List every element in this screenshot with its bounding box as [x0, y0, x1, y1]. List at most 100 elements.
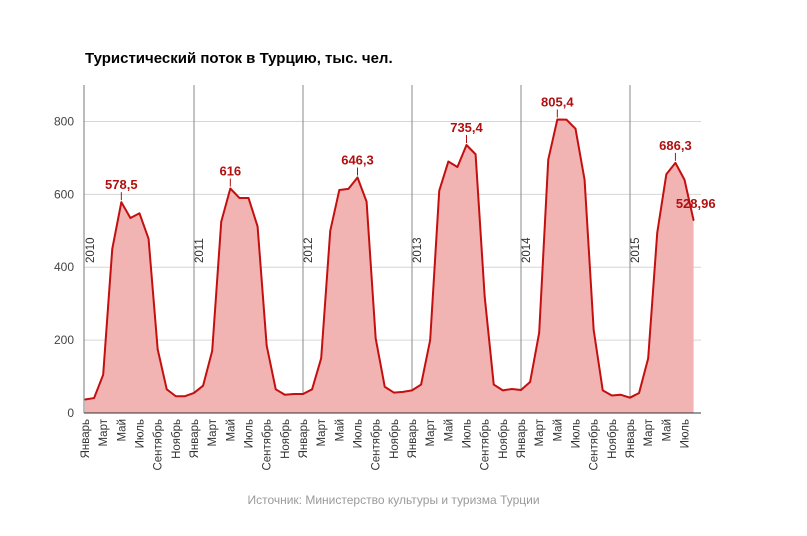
data-point [674, 162, 677, 164]
x-tick-label: Ноябрь [280, 419, 292, 459]
data-point [238, 197, 241, 199]
year-dividers [193, 85, 631, 413]
data-point [583, 178, 586, 181]
data-point [129, 217, 132, 219]
data-point [84, 398, 86, 401]
data-point [293, 393, 295, 395]
data-point [629, 396, 631, 399]
data-point [184, 395, 186, 398]
data-point [302, 393, 304, 395]
peak-annotations: 578,5 616 646,3 735,4 805,4 686,3 528,96 [105, 94, 716, 211]
year-label: 2014 [521, 237, 533, 263]
data-point [538, 332, 540, 334]
peak-value-label: 735,4 [450, 120, 483, 135]
data-point [93, 397, 95, 399]
data-point [247, 197, 250, 199]
data-point [483, 295, 486, 298]
data-point [492, 383, 495, 386]
data-point [356, 176, 359, 179]
x-tick-label: Май [661, 419, 673, 442]
x-tick-label: Март [207, 418, 219, 446]
year-label: 2015 [630, 237, 642, 263]
peak-value-label: 686,3 [659, 138, 692, 153]
peak-value-label: 616 [219, 164, 241, 179]
x-tick-label: Январь [80, 419, 92, 458]
chart-title: Туристический поток в Турцию, тыс. чел. [85, 50, 393, 67]
y-tick-label: 200 [54, 333, 74, 347]
data-point [284, 393, 286, 396]
x-tick-label: Июль [135, 419, 147, 448]
data-point [665, 173, 668, 176]
data-point [274, 388, 277, 391]
data-point [175, 395, 177, 398]
x-tick-label: Июль [353, 419, 365, 448]
x-tick-label: Январь [516, 419, 528, 458]
data-point [574, 127, 577, 130]
x-tick-label: Май [116, 419, 128, 442]
data-point [556, 118, 559, 121]
data-point [474, 153, 477, 156]
data-point [156, 348, 159, 351]
data-point [347, 188, 350, 190]
data-point [383, 385, 386, 388]
data-point [420, 383, 422, 386]
peak-value-label: 646,3 [341, 152, 374, 167]
data-point [111, 248, 114, 250]
x-tick-label: Март [534, 418, 546, 446]
year-label: 2012 [303, 237, 315, 263]
data-point [202, 384, 204, 387]
x-tick-label: Июль [571, 419, 583, 448]
source-note: Источник: Министерство культуры и туризм… [247, 493, 540, 507]
data-point [211, 350, 213, 352]
axes [83, 85, 701, 414]
x-tick-label: Май [225, 419, 237, 442]
year-labels: 2010 2011 2012 2013 2014 2015 [85, 237, 642, 263]
data-point [429, 339, 431, 341]
peak-value-label: 528,96 [676, 196, 716, 211]
data-point [338, 189, 341, 191]
data-point [611, 394, 613, 397]
data-point [311, 388, 313, 391]
year-label: 2011 [194, 238, 206, 263]
data-point [456, 166, 459, 168]
x-axis-ticks: Январь Март Май Июль Сентябрь Ноябрь Январь Мар… [80, 418, 692, 470]
x-tick-label: Сентябрь [480, 419, 492, 471]
x-tick-label: Сентябрь [262, 419, 274, 471]
y-tick-label: 0 [67, 406, 74, 420]
data-point [220, 220, 223, 223]
y-tick-label: 400 [54, 260, 74, 274]
x-tick-label: Январь [625, 419, 637, 458]
data-point [511, 388, 513, 390]
x-tick-label: Март [316, 418, 328, 446]
data-point [638, 392, 640, 394]
area-fill [85, 119, 694, 413]
data-point [411, 389, 413, 392]
data-point [465, 144, 468, 146]
x-tick-label: Январь [407, 419, 419, 458]
y-tick-label: 800 [54, 114, 74, 128]
x-tick-label: Май [334, 419, 346, 442]
peak-value-label: 805,4 [541, 94, 574, 109]
data-point [601, 389, 604, 392]
data-point [374, 337, 377, 340]
data-point [329, 229, 332, 232]
year-label: 2013 [412, 237, 424, 263]
data-point [620, 393, 622, 396]
peak-value-label: 578,5 [105, 177, 138, 192]
x-tick-label: Ноябрь [498, 419, 510, 459]
y-axis-ticks: 0 200 400 600 800 [54, 114, 74, 420]
data-point [529, 381, 531, 383]
data-point [147, 238, 150, 240]
x-tick-label: Март [643, 418, 655, 446]
data-point [193, 392, 195, 394]
data-point [683, 178, 686, 181]
gridlines [84, 120, 701, 341]
x-tick-label: Май [443, 419, 455, 442]
data-point [102, 373, 104, 376]
area-series [84, 118, 695, 413]
x-tick-label: Март [425, 418, 437, 446]
data-point [647, 357, 649, 360]
data-point [592, 329, 595, 331]
data-point [138, 212, 141, 215]
